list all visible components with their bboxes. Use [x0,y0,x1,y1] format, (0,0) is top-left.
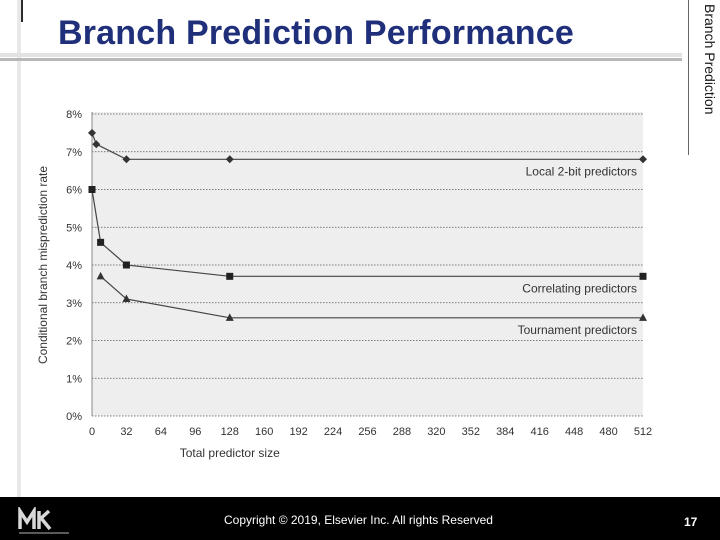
x-tick-label: 160 [255,426,273,438]
y-tick-label: 2% [66,336,82,348]
y-tick-label: 6% [66,185,82,197]
grid-lines [91,112,643,417]
y-tick-label: 4% [66,260,82,272]
series-group: Local 2-bit predictors Correlating predic… [88,128,647,337]
diamond-marker [639,155,647,164]
slide-title: Branch Prediction Performance [58,14,574,52]
square-marker [97,238,105,246]
decorative-horizontal-bar [0,53,682,57]
x-tick-label: 192 [289,426,307,438]
series-label: Local 2-bit predictors [526,164,637,178]
copyright-text: Copyright © 2019, Elsevier Inc. All righ… [224,513,493,527]
diamond-marker [88,128,96,137]
x-axis-label: Total predictor size [180,446,280,460]
y-tick-label: 8% [66,109,82,121]
y-tick-label: 1% [66,373,82,385]
series-label: Tournament predictors [518,323,637,337]
y-tick-label: 3% [66,298,82,310]
x-tick-label: 352 [462,426,480,438]
x-tick-label: 224 [324,426,342,438]
x-tick-label: 288 [393,426,411,438]
square-marker [226,272,234,280]
square-marker [122,261,130,269]
x-tick-label: 256 [358,426,376,438]
x-tick-label: 416 [531,426,549,438]
page-number: 17 [684,515,698,529]
x-axis-ticks: 0 32 64 96 128 160 192 224 256 288 320 352 384 416 448… [89,426,652,438]
triangle-marker [639,313,647,321]
diamond-marker [122,155,131,164]
x-tick-label: 96 [189,426,201,438]
x-tick-label: 64 [155,426,167,438]
series-line-3 [100,275,643,319]
y-axis-ticks: 0% 1% 2% 3% 4% 5% 6% 7% 8% [66,109,82,423]
decorative-vertical-accent [21,0,23,22]
triangle-marker [122,294,131,302]
footer-bar: Copyright © 2019, Elsevier Inc. All righ… [0,497,720,540]
series-label: Correlating predictors [522,281,637,295]
x-tick-label: 384 [496,426,514,438]
triangle-marker [96,271,105,280]
decorative-vertical-bar [17,0,21,540]
publisher-logo [18,507,69,534]
decorative-horizontal-rule [0,58,682,61]
plot-area [92,112,643,416]
triangle-marker [225,313,234,321]
side-section-label: Branch Prediction [702,4,718,115]
y-tick-label: 5% [66,222,82,234]
diamond-marker [225,155,234,164]
y-tick-label: 0% [66,411,82,423]
x-tick-label: 512 [634,426,652,438]
misprediction-chart: 0% 1% 2% 3% 4% 5% 6% 7% 8% 0 32 64 96 128 160 192 224 25… [36,109,652,460]
x-tick-label: 320 [427,426,445,438]
diamond-marker [92,140,101,149]
x-tick-label: 448 [565,426,583,438]
x-tick-label: 128 [221,426,239,438]
y-axis-label: Conditional branch misprediction rate [36,166,50,364]
x-tick-label: 480 [599,426,617,438]
x-tick-label: 0 [89,426,95,438]
x-tick-label: 32 [120,426,132,438]
side-label-divider [688,0,689,155]
y-tick-label: 7% [66,147,82,159]
square-marker [639,272,647,280]
square-marker [88,186,96,193]
